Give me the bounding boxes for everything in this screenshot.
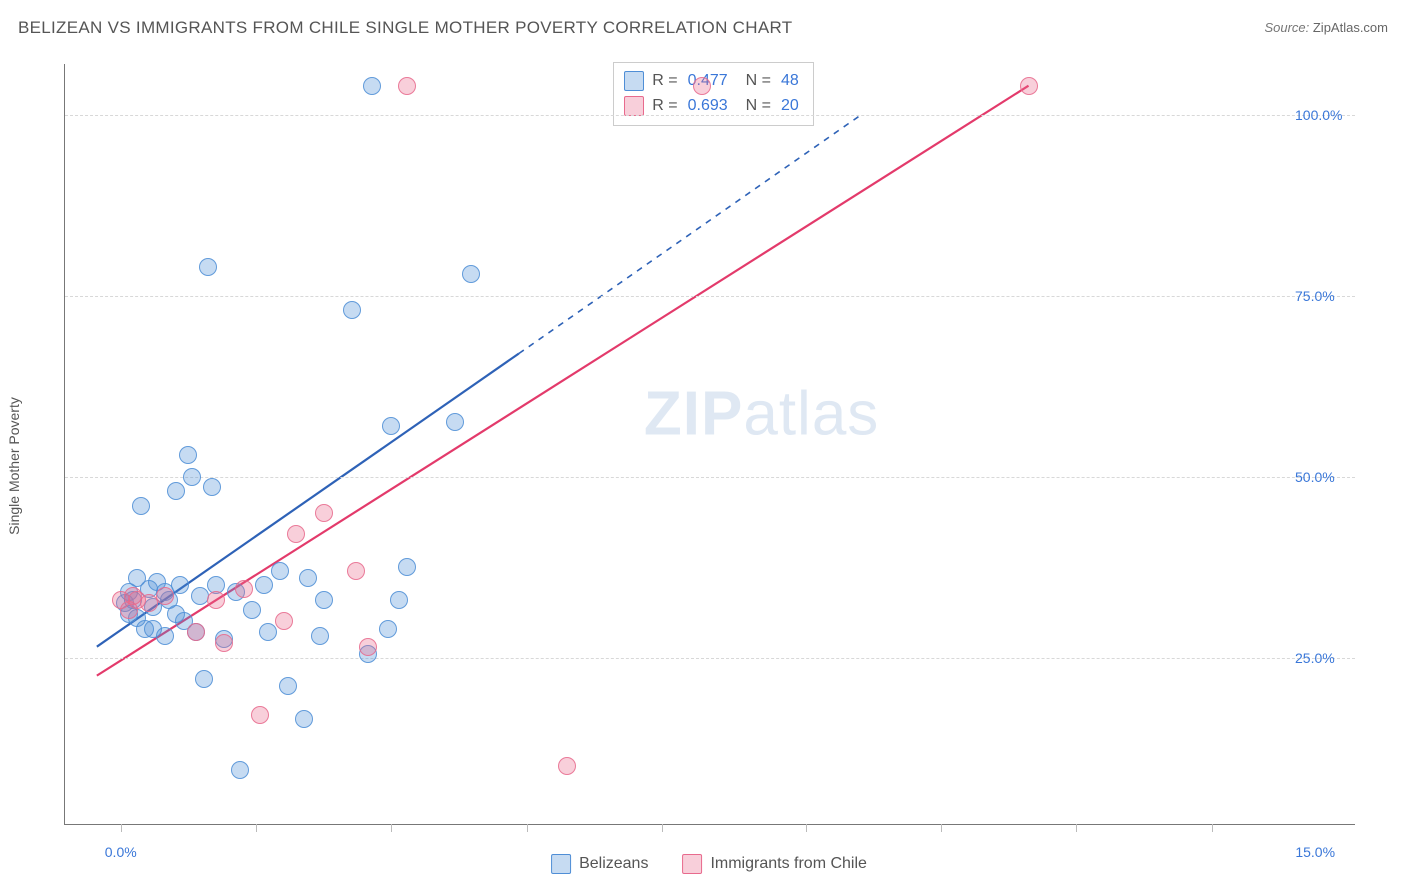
- scatter-point-chile: [287, 525, 305, 543]
- scatter-point-chile: [315, 504, 333, 522]
- scatter-point-belizeans: [243, 601, 261, 619]
- scatter-point-chile: [187, 623, 205, 641]
- legend-label: Immigrants from Chile: [710, 855, 866, 873]
- scatter-point-belizeans: [379, 620, 397, 638]
- y-tick-label: 100.0%: [1295, 107, 1342, 123]
- scatter-point-chile: [207, 591, 225, 609]
- scatter-point-belizeans: [195, 670, 213, 688]
- y-tick-label: 25.0%: [1295, 650, 1335, 666]
- x-tick: [1212, 824, 1213, 832]
- scatter-point-chile: [215, 634, 233, 652]
- scatter-point-belizeans: [191, 587, 209, 605]
- legend-label: Belizeans: [579, 855, 648, 873]
- legend-item-chile: Immigrants from Chile: [682, 854, 866, 874]
- scatter-point-belizeans: [199, 258, 217, 276]
- scatter-point-chile: [251, 706, 269, 724]
- x-tick: [391, 824, 392, 832]
- scatter-point-belizeans: [446, 413, 464, 431]
- x-tick: [527, 824, 528, 832]
- x-tick: [121, 824, 122, 832]
- stat-N-value: 48: [781, 69, 799, 94]
- scatter-point-belizeans: [144, 620, 162, 638]
- x-tick-label: 0.0%: [105, 844, 137, 860]
- chart-container: Single Mother Poverty ZIPatlas R = 0.477…: [18, 56, 1388, 876]
- x-tick: [256, 824, 257, 832]
- x-tick: [662, 824, 663, 832]
- x-tick-label: 15.0%: [1295, 844, 1335, 860]
- scatter-point-belizeans: [167, 482, 185, 500]
- scatter-point-chile: [558, 757, 576, 775]
- scatter-point-belizeans: [132, 497, 150, 515]
- scatter-point-chile: [275, 612, 293, 630]
- scatter-point-chile: [359, 638, 377, 656]
- scatter-point-belizeans: [171, 576, 189, 594]
- scatter-point-chile: [235, 580, 253, 598]
- scatter-point-chile: [398, 77, 416, 95]
- scatter-point-belizeans: [295, 710, 313, 728]
- grid-line: [65, 115, 1355, 116]
- source-label: Source:: [1264, 20, 1312, 35]
- scatter-point-belizeans: [255, 576, 273, 594]
- scatter-point-belizeans: [231, 761, 249, 779]
- scatter-point-chile: [156, 587, 174, 605]
- y-tick-label: 75.0%: [1295, 288, 1335, 304]
- scatter-point-belizeans: [382, 417, 400, 435]
- scatter-point-belizeans: [462, 265, 480, 283]
- x-tick: [1076, 824, 1077, 832]
- scatter-point-belizeans: [311, 627, 329, 645]
- scatter-point-belizeans: [179, 446, 197, 464]
- swatch-belizeans: [624, 71, 644, 91]
- scatter-point-belizeans: [183, 468, 201, 486]
- x-tick: [806, 824, 807, 832]
- correlation-stats-box: R = 0.477N = 48R = 0.693N = 20: [613, 62, 814, 126]
- grid-line: [65, 477, 1355, 478]
- scatter-point-chile: [347, 562, 365, 580]
- grid-line: [65, 658, 1355, 659]
- chart-title: BELIZEAN VS IMMIGRANTS FROM CHILE SINGLE…: [18, 18, 792, 37]
- scatter-point-belizeans: [315, 591, 333, 609]
- scatter-point-belizeans: [398, 558, 416, 576]
- x-tick: [941, 824, 942, 832]
- y-tick-label: 50.0%: [1295, 469, 1335, 485]
- scatter-point-belizeans: [203, 478, 221, 496]
- legend-item-belizeans: Belizeans: [551, 854, 648, 874]
- stat-R-label: R =: [652, 69, 677, 94]
- scatter-point-belizeans: [363, 77, 381, 95]
- scatter-point-belizeans: [299, 569, 317, 587]
- scatter-point-belizeans: [279, 677, 297, 695]
- trend-line: [519, 115, 861, 354]
- stats-row-belizeans: R = 0.477N = 48: [624, 69, 799, 94]
- scatter-point-chile: [693, 77, 711, 95]
- scatter-point-belizeans: [259, 623, 277, 641]
- scatter-point-belizeans: [271, 562, 289, 580]
- grid-line: [65, 296, 1355, 297]
- stat-N-label: N =: [746, 69, 771, 94]
- scatter-point-chile: [1020, 77, 1038, 95]
- scatter-point-belizeans: [390, 591, 408, 609]
- bottom-legend: Belizeans Immigrants from Chile: [551, 854, 867, 874]
- y-axis-label: Single Mother Poverty: [6, 397, 22, 535]
- swatch-chile: [624, 96, 644, 116]
- plot-area: ZIPatlas R = 0.477N = 48R = 0.693N = 20 …: [64, 64, 1355, 825]
- source-value: ZipAtlas.com: [1313, 20, 1388, 35]
- source-attribution: Source: ZipAtlas.com: [1264, 20, 1388, 35]
- swatch-chile: [682, 854, 702, 874]
- swatch-belizeans: [551, 854, 571, 874]
- scatter-point-belizeans: [343, 301, 361, 319]
